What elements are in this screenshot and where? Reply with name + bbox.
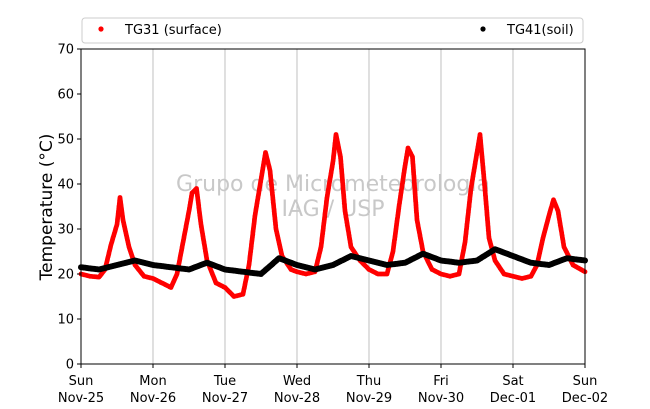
y-tick-label: 70: [57, 43, 74, 58]
y-tick-label: 30: [57, 223, 74, 238]
x-tick-label-day: Sun: [573, 374, 598, 389]
x-tick-label-date: Nov-29: [346, 391, 392, 406]
legend: TG31 (surface) TG41(soil): [81, 17, 584, 44]
series-layer: [78, 132, 588, 299]
x-tick-label-day: Thu: [356, 374, 381, 389]
plot-frame: [80, 48, 586, 365]
legend-label-surface: TG31 (surface): [124, 23, 222, 38]
x-tick-label-day: Tue: [213, 374, 236, 389]
legend-marker-soil: [480, 26, 486, 32]
x-tick-label-date: Nov-30: [418, 391, 464, 406]
y-tick-label: 40: [57, 178, 74, 193]
x-tick-label-day: Sat: [502, 374, 523, 389]
y-axis-label: Temperature (°C): [37, 134, 57, 282]
watermark-line-2: IAG / USP: [282, 197, 385, 222]
y-tick-label: 50: [57, 133, 74, 148]
y-tick-label: 0: [66, 358, 74, 373]
axes: 0 10 20 30 40 50 60 70 Sun Nov-25 Mon Nov-26 Tue Nov-…: [57, 43, 608, 407]
y-tick-label: 20: [57, 268, 74, 283]
x-tick-label-day: Sun: [69, 374, 94, 389]
x-tick-label-date: Dec-02: [562, 391, 608, 406]
y-tick-label: 10: [57, 313, 74, 328]
x-tick-label-date: Nov-28: [274, 391, 320, 406]
x-tick-label-day: Wed: [283, 374, 311, 389]
x-tick-label-date: Nov-27: [202, 391, 248, 406]
legend-label-soil: TG41(soil): [506, 23, 574, 38]
watermark: Grupo de Micrometeorologia IAG / USP: [176, 172, 490, 222]
x-tick-label-date: Nov-25: [58, 391, 104, 406]
legend-marker-surface: [98, 26, 104, 32]
x-tick-label-day: Mon: [139, 374, 166, 389]
x-tick-label-date: Nov-26: [130, 391, 176, 406]
legend-frame: [81, 17, 584, 44]
grid-lines: [152, 49, 514, 364]
x-tick-label-day: Fri: [433, 374, 449, 389]
x-tick-label-date: Dec-01: [490, 391, 536, 406]
y-tick-label: 60: [57, 88, 74, 103]
series-soil: [78, 246, 588, 277]
